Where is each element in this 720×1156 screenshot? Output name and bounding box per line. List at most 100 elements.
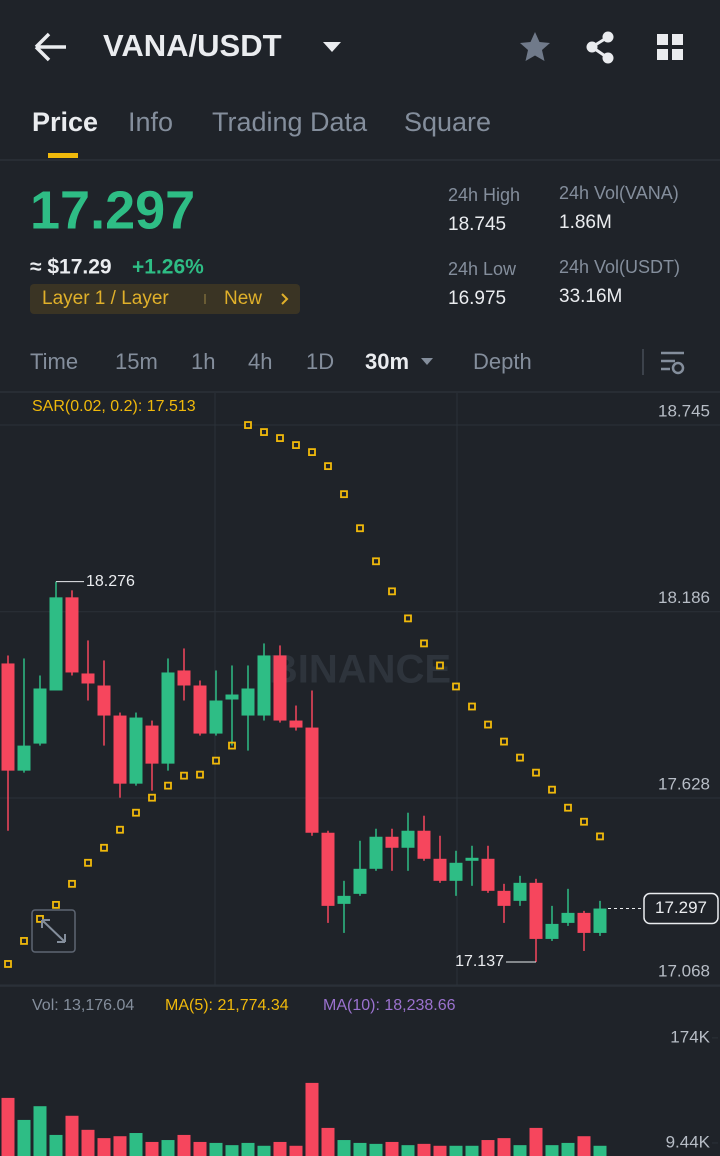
- volume-bar: [465, 1145, 479, 1156]
- stat-label: 24h Vol(USDT): [559, 257, 680, 277]
- settings-lines: [661, 351, 684, 371]
- sar-dot: [580, 817, 588, 826]
- candle-body: [513, 882, 527, 901]
- volume-bar: [49, 1134, 63, 1156]
- candle-body: [209, 700, 223, 734]
- candle-body: [81, 673, 95, 684]
- volume-bar: [545, 1145, 559, 1156]
- stat-label: 24h Low: [448, 259, 517, 279]
- sar-dot: [404, 614, 412, 623]
- pair-title[interactable]: VANA/USDT: [103, 28, 282, 63]
- sar-dot: [532, 768, 540, 777]
- volume-bar: [225, 1145, 239, 1156]
- volume-bar: [65, 1115, 79, 1156]
- stats: 24h High 18.745 24h Vol(VANA) 1.86M 24h Low 1…: [448, 183, 680, 309]
- volume-bar: [529, 1127, 543, 1156]
- candle-body: [177, 670, 191, 686]
- volume-bar: [513, 1145, 527, 1156]
- sar-dot: [292, 441, 300, 449]
- tag-box[interactable]: [30, 284, 300, 314]
- sar-dot: [36, 914, 44, 923]
- volume-bar: [449, 1145, 463, 1156]
- interval[interactable]: 15m: [115, 349, 158, 374]
- tab-underline: [48, 153, 78, 158]
- candle-body: [257, 655, 271, 716]
- tag-chevron: [281, 293, 289, 305]
- settings-icon[interactable]: [661, 351, 685, 375]
- sar-dot: [548, 785, 556, 794]
- share-icon[interactable]: [586, 31, 614, 64]
- vol-tick-label: 9.44K: [666, 1132, 711, 1151]
- interval-dropdown[interactable]: [421, 358, 433, 365]
- volume-bar: [481, 1140, 495, 1156]
- volume-bar: [337, 1140, 351, 1156]
- volume-bar: [497, 1138, 511, 1156]
- tab[interactable]: Square: [404, 107, 491, 137]
- candle-body: [289, 720, 303, 728]
- candles: 18.745 18.186 17.628 17.068 18.276 17.137 17.2…: [0, 402, 720, 986]
- grid-icon[interactable]: [657, 34, 683, 60]
- interval[interactable]: 4h: [248, 349, 272, 374]
- interval[interactable]: 30m: [365, 349, 409, 374]
- usd-price: ≈ $17.29: [30, 256, 112, 279]
- volume-bar: [193, 1141, 207, 1156]
- y-tick-label: 17.628: [658, 775, 710, 794]
- candle-body: [113, 715, 127, 784]
- candle-body: [33, 688, 47, 744]
- high-label: 18.276: [86, 573, 135, 590]
- volume-bar: [353, 1142, 367, 1156]
- stat-value: 18.745: [448, 214, 506, 235]
- sar-dot: [148, 793, 156, 802]
- last-price: 17.297: [30, 180, 195, 240]
- sar-dot: [228, 741, 236, 750]
- stat-label: 24h Vol(VANA): [559, 183, 679, 203]
- candle-body: [353, 868, 367, 894]
- candle-body: [241, 688, 255, 716]
- candle-body: [225, 694, 239, 700]
- candle-body: [305, 727, 319, 833]
- back-button[interactable]: [34, 32, 66, 62]
- sar-dot: [52, 900, 60, 909]
- tab[interactable]: Price: [32, 107, 98, 137]
- interval[interactable]: 1h: [191, 349, 215, 374]
- candle-body: [273, 655, 287, 721]
- share-link: [589, 35, 609, 60]
- volume-stat: MA(10): 18,238.66: [323, 997, 456, 1014]
- back-arrow: [34, 32, 66, 62]
- candle-body: [529, 882, 543, 939]
- volume-bar: [161, 1140, 175, 1156]
- sar-dot: [276, 434, 284, 442]
- tab[interactable]: Info: [128, 107, 173, 137]
- expand-button[interactable]: [31, 909, 76, 953]
- candle-body: [129, 717, 143, 784]
- settings-gear: [671, 361, 685, 375]
- volume-bar: [305, 1082, 319, 1156]
- pair-dropdown[interactable]: [323, 42, 341, 52]
- candle-body: [577, 912, 591, 933]
- candle-body: [161, 672, 175, 764]
- grid-cell: [657, 49, 668, 60]
- volume-bar: [417, 1143, 431, 1156]
- sar-dot: [20, 937, 28, 945]
- sar-dot: [372, 557, 380, 566]
- candle-body: [417, 830, 431, 859]
- sar-dot: [340, 490, 348, 499]
- sar-dot: [420, 639, 428, 648]
- volume-bar: [113, 1136, 127, 1156]
- sar-dot: [180, 771, 188, 780]
- interval[interactable]: 1D: [306, 349, 334, 374]
- volume-bar: [433, 1145, 447, 1156]
- last-price-label: 17.297: [655, 898, 707, 917]
- sar-label: SAR(0.02, 0.2): 17.513: [32, 398, 196, 415]
- favorite-icon[interactable]: [520, 32, 550, 61]
- volume-bar: [257, 1145, 271, 1156]
- expand-icon: [41, 919, 66, 943]
- interval[interactable]: Depth: [473, 349, 532, 374]
- tag-text: Layer 1 / Layer: [42, 288, 169, 309]
- candle-body: [321, 832, 335, 906]
- volume-stat: MA(5): 21,774.34: [165, 997, 289, 1014]
- interval[interactable]: Time: [30, 349, 78, 374]
- tab[interactable]: Trading Data: [212, 107, 368, 137]
